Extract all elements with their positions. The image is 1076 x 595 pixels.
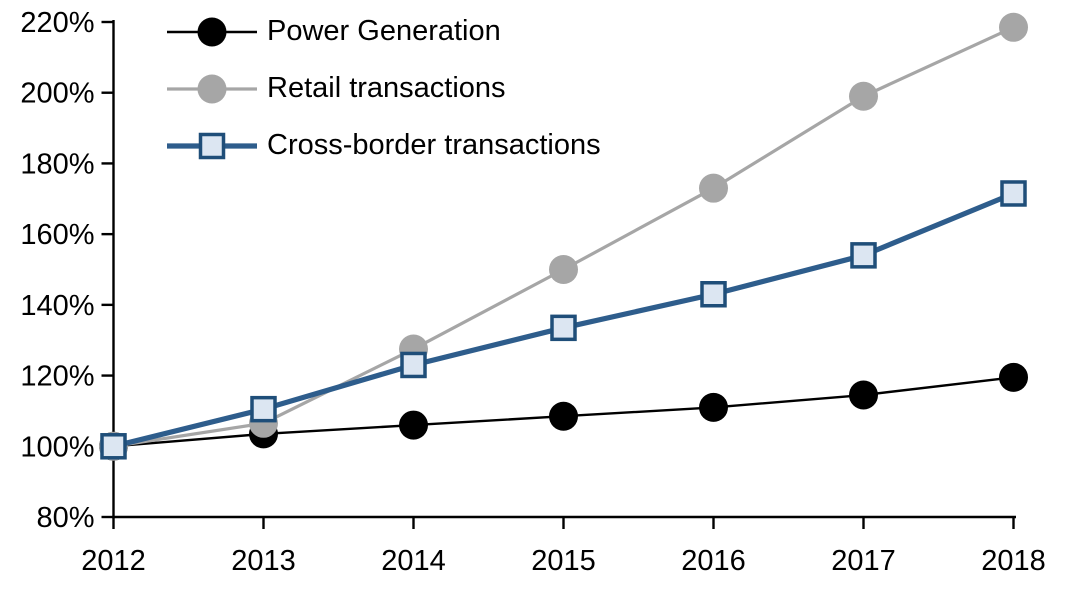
data-point-marker [197,74,227,103]
y-axis-tick-label: 160% [20,219,94,251]
data-point-marker [400,351,427,379]
legend-label: Cross-border transactions [267,129,601,161]
legend-label: Retail transactions [267,72,506,104]
axes: 80% 100% 120% 140% 160% 180% 200% 220% 2012 2013 2… [20,7,1045,577]
data-point-marker [699,392,728,422]
legend: Power Generation Retail transactions Cro… [166,3,601,174]
legend-item-retail-transactions: Retail transactions [166,60,601,117]
x-axis-tick-label: 2014 [381,545,446,577]
y-axis-tick-label: 220% [20,7,94,39]
legend-item-cross-border-transactions: Cross-border transactions [166,117,601,174]
legend-item-power-generation: Power Generation [166,3,601,60]
data-point-marker [999,12,1028,42]
data-point-marker [549,255,578,284]
series-cross-border-transactions [100,180,1027,460]
data-point-marker [699,173,728,203]
legend-marker-cross-border-transactions [167,132,257,159]
y-axis-tick-label: 140% [20,290,94,322]
data-point-marker [1000,180,1027,207]
legend-label: Power Generation [267,15,501,47]
x-axis-tick-label: 2012 [81,545,146,577]
data-point-marker [849,380,878,410]
data-point-marker [850,242,877,269]
y-axis-tick-label: 200% [20,78,94,110]
y-axis-tick-label: 180% [20,148,94,180]
data-point-marker [198,132,226,159]
x-axis-tick-label: 2016 [681,545,746,577]
x-axis-tick-label: 2017 [831,545,896,577]
y-axis-tick-label: 100% [20,431,94,463]
y-axis-tick-label: 80% [36,502,94,534]
data-point-marker [700,281,727,308]
data-point-marker [399,410,428,440]
legend-marker-power-generation [167,17,257,46]
data-point-marker [549,401,578,431]
legend-marker-retail-transactions [167,74,257,103]
data-point-marker [550,314,577,342]
x-axis-tick-label: 2013 [231,545,296,577]
x-axis-tick-label: 2018 [981,545,1046,577]
y-axis-tick-label: 120% [20,361,94,393]
data-point-marker [999,362,1028,392]
data-point-marker [250,395,277,423]
series-power-generation [99,362,1028,461]
x-axis-tick-label: 2015 [531,545,596,577]
data-point-marker [197,17,227,46]
data-point-marker [100,433,127,460]
data-point-marker [849,81,878,111]
